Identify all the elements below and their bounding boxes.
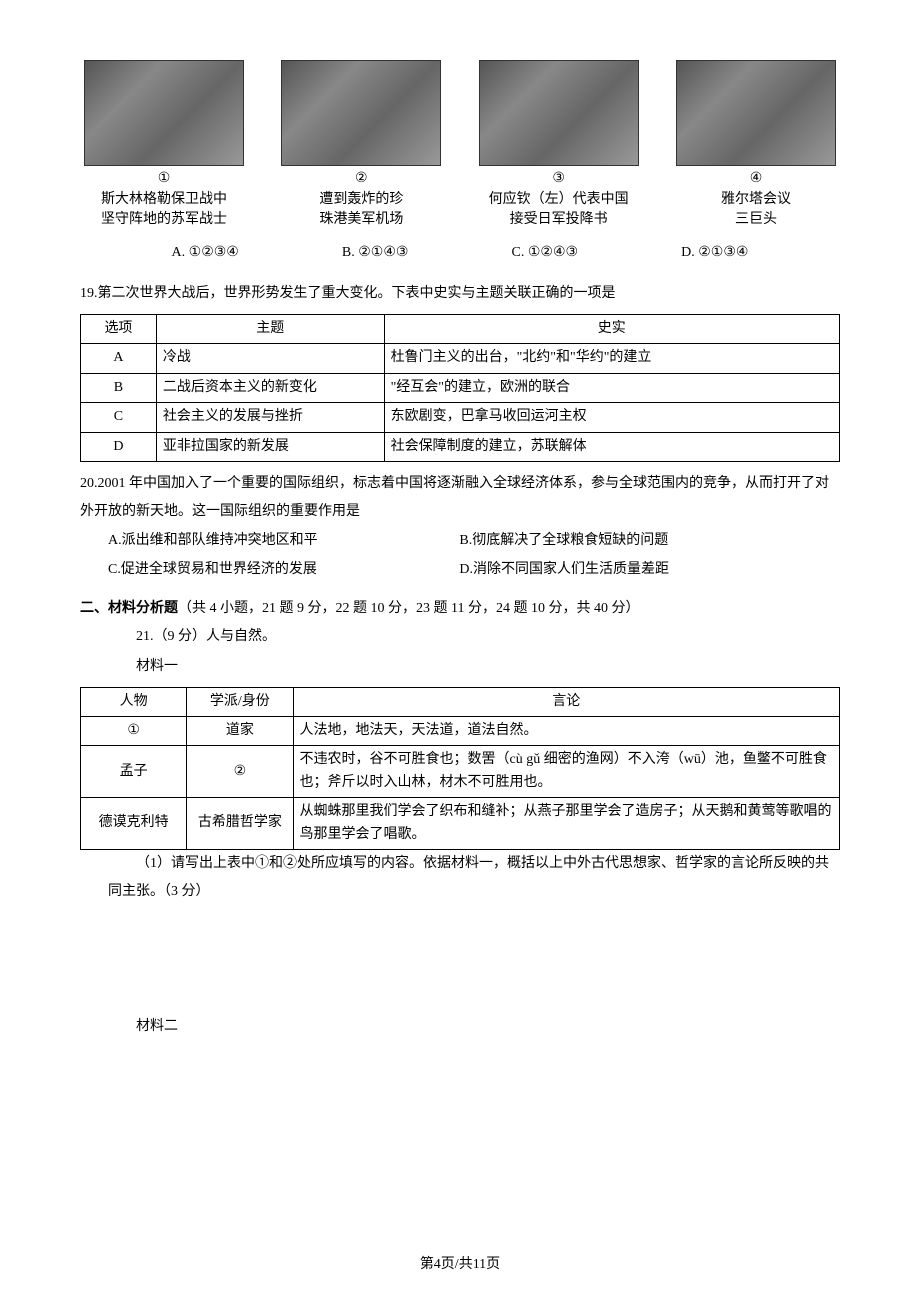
table-header: 人物 bbox=[81, 687, 187, 716]
table-cell: 道家 bbox=[187, 717, 293, 746]
image-placeholder-4 bbox=[676, 60, 836, 166]
option-c: C. ①②④③ bbox=[512, 242, 579, 264]
image-block-3: ③ 何应钦（左）代表中国 接受日军投降书 bbox=[475, 60, 643, 230]
table-cell: ② bbox=[187, 746, 293, 798]
option-b: B. ②①④③ bbox=[342, 242, 409, 264]
table-cell: 从蜘蛛那里我们学会了织布和缝补；从燕子那里学会了造房子；从天鹅和黄莺等歌唱的鸟那… bbox=[293, 798, 840, 850]
table-cell: 东欧剧变，巴拿马收回运河主权 bbox=[384, 403, 839, 432]
table-row: B 二战后资本主义的新变化 "经互会"的建立，欧洲的联合 bbox=[81, 373, 840, 402]
q19-table: 选项 主题 史实 A 冷战 杜鲁门主义的出台，"北约"和"华约"的建立 B 二战… bbox=[80, 314, 840, 462]
table-cell: 孟子 bbox=[81, 746, 187, 798]
table-cell: 冷战 bbox=[156, 344, 384, 373]
q20-stem: 20.2001 年中国加入了一个重要的国际组织，标志着中国将逐渐融入全球经济体系… bbox=[80, 470, 840, 526]
image-number: ④ bbox=[750, 168, 763, 190]
table-row: C 社会主义的发展与挫折 东欧剧变，巴拿马收回运河主权 bbox=[81, 403, 840, 432]
page-footer: 第4页/共11页 bbox=[0, 1254, 920, 1276]
option-c: C.促进全球贸易和世界经济的发展 bbox=[108, 555, 459, 584]
q21-head: 21.（9 分）人与自然。 bbox=[80, 623, 840, 651]
table-cell: 二战后资本主义的新变化 bbox=[156, 373, 384, 402]
table-cell: 德谟克利特 bbox=[81, 798, 187, 850]
table-cell: "经互会"的建立，欧洲的联合 bbox=[384, 373, 839, 402]
table-cell: A bbox=[81, 344, 157, 373]
image-caption: 遭到轰炸的珍 珠港美军机场 bbox=[319, 190, 403, 229]
table-cell: 古希腊哲学家 bbox=[187, 798, 293, 850]
image-number: ② bbox=[355, 168, 368, 190]
material-two-label: 材料二 bbox=[80, 1016, 840, 1038]
section2-title-rest: （共 4 小题，21 题 9 分，22 题 10 分，23 题 11 分，24 … bbox=[178, 601, 639, 616]
table-header-row: 选项 主题 史实 bbox=[81, 314, 840, 343]
option-b: B.彻底解决了全球粮食短缺的问题 bbox=[459, 526, 810, 555]
table-header: 主题 bbox=[156, 314, 384, 343]
table-row: D 亚非拉国家的新发展 社会保障制度的建立，苏联解体 bbox=[81, 432, 840, 461]
table-cell: ① bbox=[81, 717, 187, 746]
image-caption: 雅尔塔会议 三巨头 bbox=[721, 190, 791, 229]
table-cell: 不违农时，谷不可胜食也；数罟（cù gǔ 细密的渔网）不入洿（wū）池，鱼鳖不可… bbox=[293, 746, 840, 798]
section2-title-bold: 二、材料分析题 bbox=[80, 601, 178, 616]
image-placeholder-1 bbox=[84, 60, 244, 166]
image-block-4: ④ 雅尔塔会议 三巨头 bbox=[672, 60, 840, 230]
table-header: 言论 bbox=[293, 687, 840, 716]
image-placeholder-3 bbox=[479, 60, 639, 166]
option-a: A.派出维和部队维持冲突地区和平 bbox=[108, 526, 459, 555]
q20-options: A.派出维和部队维持冲突地区和平 B.彻底解决了全球粮食短缺的问题 C.促进全球… bbox=[80, 526, 840, 585]
table-row: 德谟克利特 古希腊哲学家 从蜘蛛那里我们学会了织布和缝补；从燕子那里学会了造房子… bbox=[81, 798, 840, 850]
table-cell: 杜鲁门主义的出台，"北约"和"华约"的建立 bbox=[384, 344, 839, 373]
material-one-label: 材料一 bbox=[80, 653, 840, 681]
q18-images-row: ① 斯大林格勒保卫战中 坚守阵地的苏军战士 ② 遭到轰炸的珍 珠港美军机场 ③ … bbox=[80, 60, 840, 230]
q19-stem: 19.第二次世界大战后，世界形势发生了重大变化。下表中史实与主题关联正确的一项是 bbox=[80, 280, 840, 308]
table-row: ① 道家 人法地，地法天，天法道，道法自然。 bbox=[81, 717, 840, 746]
table-header: 选项 bbox=[81, 314, 157, 343]
table-cell: C bbox=[81, 403, 157, 432]
image-caption: 斯大林格勒保卫战中 坚守阵地的苏军战士 bbox=[101, 190, 227, 229]
q21-table: 人物 学派/身份 言论 ① 道家 人法地，地法天，天法道，道法自然。 孟子 ② … bbox=[80, 687, 840, 850]
table-cell: 人法地，地法天，天法道，道法自然。 bbox=[293, 717, 840, 746]
table-cell: D bbox=[81, 432, 157, 461]
option-d: D.消除不同国家人们生活质量差距 bbox=[459, 555, 810, 584]
image-block-1: ① 斯大林格勒保卫战中 坚守阵地的苏军战士 bbox=[80, 60, 248, 230]
section2-heading: 二、材料分析题（共 4 小题，21 题 9 分，22 题 10 分，23 题 1… bbox=[80, 595, 840, 623]
table-header: 史实 bbox=[384, 314, 839, 343]
table-cell: 亚非拉国家的新发展 bbox=[156, 432, 384, 461]
option-d: D. ②①③④ bbox=[681, 242, 748, 264]
image-caption: 何应钦（左）代表中国 接受日军投降书 bbox=[489, 190, 629, 229]
table-cell: B bbox=[81, 373, 157, 402]
table-row: 孟子 ② 不违农时，谷不可胜食也；数罟（cù gǔ 细密的渔网）不入洿（wū）池… bbox=[81, 746, 840, 798]
q21-sub1: （1）请写出上表中①和②处所应填写的内容。依据材料一，概括以上中外古代思想家、哲… bbox=[80, 850, 840, 906]
image-placeholder-2 bbox=[281, 60, 441, 166]
image-block-2: ② 遭到轰炸的珍 珠港美军机场 bbox=[277, 60, 445, 230]
option-a: A. ①②③④ bbox=[172, 242, 239, 264]
table-cell: 社会保障制度的建立，苏联解体 bbox=[384, 432, 839, 461]
image-number: ③ bbox=[552, 168, 565, 190]
table-row: A 冷战 杜鲁门主义的出台，"北约"和"华约"的建立 bbox=[81, 344, 840, 373]
image-number: ① bbox=[158, 168, 171, 190]
table-cell: 社会主义的发展与挫折 bbox=[156, 403, 384, 432]
table-header-row: 人物 学派/身份 言论 bbox=[81, 687, 840, 716]
table-header: 学派/身份 bbox=[187, 687, 293, 716]
q18-options: A. ①②③④ B. ②①④③ C. ①②④③ D. ②①③④ bbox=[80, 234, 840, 272]
